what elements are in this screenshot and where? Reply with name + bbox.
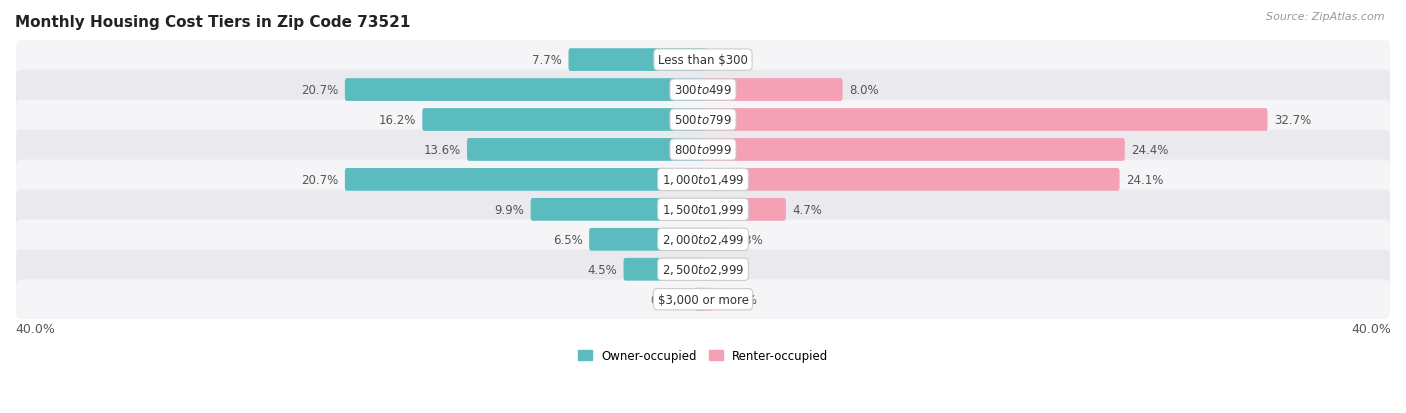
FancyBboxPatch shape [15,220,1391,259]
Text: Less than $300: Less than $300 [658,54,748,67]
Text: $2,500 to $2,999: $2,500 to $2,999 [662,263,744,277]
Text: $1,500 to $1,999: $1,500 to $1,999 [662,203,744,217]
Text: 4.5%: 4.5% [588,263,617,276]
Text: $500 to $799: $500 to $799 [673,114,733,127]
Text: 24.1%: 24.1% [1126,173,1164,186]
Legend: Owner-occupied, Renter-occupied: Owner-occupied, Renter-occupied [572,345,834,367]
Text: 32.7%: 32.7% [1274,114,1312,127]
FancyBboxPatch shape [695,288,704,311]
FancyBboxPatch shape [15,190,1391,230]
Text: 1.3%: 1.3% [734,233,763,246]
FancyBboxPatch shape [15,160,1391,199]
FancyBboxPatch shape [15,100,1391,140]
FancyBboxPatch shape [568,49,704,72]
FancyBboxPatch shape [15,280,1391,319]
Text: 0.53%: 0.53% [721,293,758,306]
FancyBboxPatch shape [15,41,1391,80]
Text: Monthly Housing Cost Tiers in Zip Code 73521: Monthly Housing Cost Tiers in Zip Code 7… [15,15,411,30]
Text: 13.6%: 13.6% [423,144,461,157]
FancyBboxPatch shape [344,169,704,191]
Text: 0.0%: 0.0% [711,263,741,276]
Text: 0.21%: 0.21% [716,54,752,67]
Text: 40.0%: 40.0% [15,322,55,335]
Text: $3,000 or more: $3,000 or more [658,293,748,306]
FancyBboxPatch shape [702,228,727,251]
FancyBboxPatch shape [702,139,1125,161]
Text: 40.0%: 40.0% [1351,322,1391,335]
FancyBboxPatch shape [15,71,1391,110]
Text: 6.5%: 6.5% [553,233,582,246]
Text: 16.2%: 16.2% [378,114,416,127]
FancyBboxPatch shape [467,139,704,161]
Text: Source: ZipAtlas.com: Source: ZipAtlas.com [1267,12,1385,22]
Text: 0.39%: 0.39% [651,293,688,306]
FancyBboxPatch shape [15,131,1391,170]
FancyBboxPatch shape [702,169,1119,191]
FancyBboxPatch shape [702,288,714,311]
FancyBboxPatch shape [530,199,704,221]
Text: 20.7%: 20.7% [301,173,339,186]
Text: $800 to $999: $800 to $999 [673,144,733,157]
Text: $2,000 to $2,499: $2,000 to $2,499 [662,233,744,247]
FancyBboxPatch shape [344,79,704,102]
Text: 4.7%: 4.7% [793,203,823,216]
FancyBboxPatch shape [422,109,704,132]
FancyBboxPatch shape [15,250,1391,290]
FancyBboxPatch shape [702,49,709,72]
Text: 9.9%: 9.9% [495,203,524,216]
Text: $300 to $499: $300 to $499 [673,84,733,97]
Text: 24.4%: 24.4% [1132,144,1168,157]
Text: 7.7%: 7.7% [531,54,562,67]
Text: 8.0%: 8.0% [849,84,879,97]
FancyBboxPatch shape [589,228,704,251]
FancyBboxPatch shape [702,109,1267,132]
Text: 20.7%: 20.7% [301,84,339,97]
Text: $1,000 to $1,499: $1,000 to $1,499 [662,173,744,187]
FancyBboxPatch shape [702,199,786,221]
FancyBboxPatch shape [702,79,842,102]
FancyBboxPatch shape [623,258,704,281]
